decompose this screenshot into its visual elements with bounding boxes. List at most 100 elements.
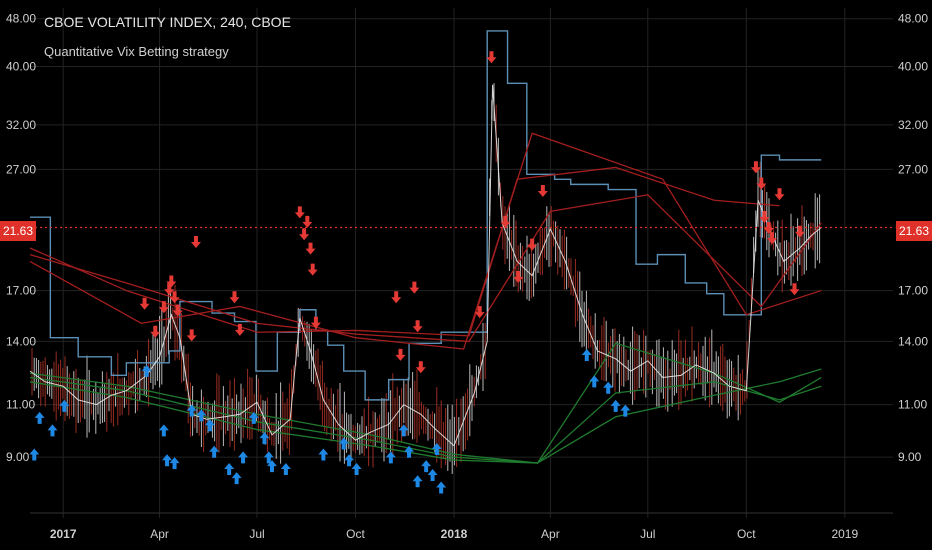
sell-signal-arrow (412, 320, 423, 333)
buy-signal-arrow (34, 411, 45, 424)
sell-signal-arrow (774, 188, 785, 201)
moving-average-red (29, 166, 780, 337)
buy-signal-arrow (196, 409, 207, 422)
x-tick-label: Jul (640, 527, 655, 541)
sell-signal-arrow (767, 232, 778, 245)
y-tick-label-left: 9.00 (6, 450, 30, 464)
sell-signal-arrow (190, 236, 201, 248)
buy-signal-arrow (280, 463, 291, 476)
sell-signal-arrow (158, 301, 169, 314)
buy-signal-arrow (421, 460, 432, 473)
buy-signal-arrow (404, 445, 415, 458)
y-tick-label-left: 11.00 (6, 398, 35, 412)
sell-signal-arrow (486, 51, 497, 64)
sell-signal-arrow (169, 291, 180, 304)
y-tick-label-right: 48.00 (898, 12, 928, 26)
buy-signal-arrow (589, 375, 600, 388)
buy-signal-arrow (186, 404, 197, 417)
sell-signal-arrow (756, 177, 767, 190)
sell-signal-arrow (415, 361, 426, 374)
price-line (29, 84, 822, 447)
sell-signal-arrow (302, 215, 313, 228)
buy-signal-arrow (385, 451, 396, 464)
current-price-tag-right: 21.63 (896, 221, 932, 241)
moving-average-red (29, 132, 822, 350)
sell-signal-arrow (305, 242, 316, 255)
y-tick-label-left: 17.00 (6, 284, 36, 298)
sell-signal-arrow (759, 211, 770, 224)
buy-signal-arrow (351, 463, 362, 476)
sell-signal-arrow (150, 325, 161, 338)
y-tick-label-left: 14.00 (6, 334, 36, 348)
x-tick-label: 2019 (831, 527, 858, 541)
sell-signal-arrow (310, 316, 321, 329)
buy-signal-arrow (603, 381, 614, 394)
y-tick-label-left: 27.00 (6, 162, 36, 176)
price-series (29, 84, 822, 447)
y-tick-label-right: 11.00 (898, 398, 927, 412)
y-tick-label-left: 32.00 (6, 118, 36, 132)
buy-signal-arrow (224, 463, 235, 476)
buy-signal-arrow (266, 460, 277, 473)
buy-signal-arrow (29, 448, 40, 461)
sell-signal-arrow (474, 306, 485, 319)
sell-signal-arrow (307, 263, 318, 276)
sell-signal-arrow (527, 238, 538, 251)
buy-signal-arrow (162, 454, 173, 467)
buy-signal-arrow (238, 451, 249, 464)
y-tick-label-right: 40.00 (898, 59, 928, 73)
volatility-step-line (30, 30, 822, 401)
buy-signal-arrow (398, 424, 409, 437)
buy-signal-arrow (263, 451, 274, 464)
sell-signal-arrow (537, 184, 548, 197)
sell-signal-arrow (172, 304, 183, 317)
strategy-name: Quantitative Vix Betting strategy (44, 44, 229, 59)
buy-signal-arrow (318, 448, 329, 461)
buy-signal-arrow (169, 457, 180, 470)
sell-signal-arrow (234, 323, 245, 336)
chart-title: CBOE VOLATILITY INDEX, 240, CBOE (44, 14, 291, 30)
buy-signal-arrow (231, 472, 242, 485)
buy-signal-arrow (248, 411, 259, 424)
buy-signal-arrow (620, 404, 631, 417)
sell-signal-arrow (794, 225, 805, 238)
sell-signal-arrow (789, 283, 800, 296)
y-tick-label-right: 32.00 (898, 118, 928, 132)
candle-wicks (31, 83, 821, 474)
sell-signal-arrow (164, 283, 175, 296)
buy-signal-arrow (427, 469, 438, 482)
buy-signal-arrow (141, 364, 152, 377)
signal-arrows (29, 51, 805, 494)
axes: 2017 Apr Jul Oct 2018 Apr Jul Oct 2019 9.00 9.00 11… (6, 12, 928, 541)
y-tick-label-right: 17.00 (898, 284, 928, 298)
x-tick-label: Oct (737, 527, 756, 541)
sell-signal-arrow (299, 228, 310, 241)
moving-average-red (29, 194, 822, 343)
x-tick-label: 2018 (441, 527, 468, 541)
buy-signal-arrow (209, 445, 220, 458)
buy-signal-arrow (338, 437, 349, 450)
buy-signal-arrow (59, 399, 70, 412)
current-price-tag-left: 21.63 (0, 221, 36, 241)
buy-signal-arrow (581, 349, 592, 362)
buy-signal-arrow (344, 454, 355, 467)
y-tick-label-right: 27.00 (898, 162, 928, 176)
sell-signal-arrow (229, 291, 240, 304)
x-tick-label: Jul (249, 527, 264, 541)
buy-signal-arrow (431, 442, 442, 455)
buy-signal-arrow (259, 432, 270, 445)
sell-signal-arrow (500, 215, 511, 228)
grid (30, 8, 893, 518)
x-tick-label: Apr (541, 527, 560, 541)
buy-signal-arrow (158, 424, 169, 437)
y-tick-label-left: 40.00 (6, 59, 36, 73)
x-tick-label: Apr (150, 527, 169, 541)
y-tick-label-right: 14.00 (898, 334, 928, 348)
buy-signal-arrow (610, 399, 621, 412)
buy-signal-arrow (436, 481, 447, 494)
sell-signal-arrow (294, 206, 305, 219)
y-tick-label-right: 9.00 (898, 450, 922, 464)
sell-signal-arrow (750, 161, 761, 174)
x-tick-label: Oct (346, 527, 365, 541)
